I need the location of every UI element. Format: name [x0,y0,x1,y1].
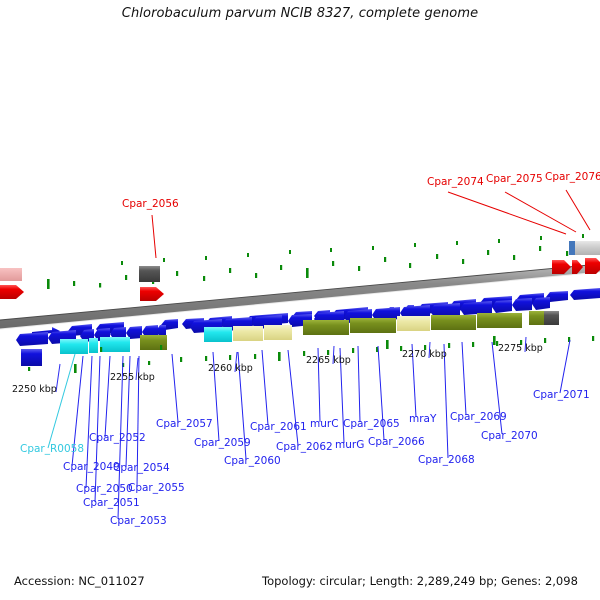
domain-band-olive[interactable] [140,335,167,350]
gene-label-cpar2062[interactable]: Cpar_2062 [276,441,333,453]
ruler-tick-label: 2265 kbp [306,355,351,366]
gene-label-cpar2053[interactable]: Cpar_2053 [110,515,167,527]
feature-red-arrow-2075[interactable] [572,260,583,274]
gene-label-cpar2057[interactable]: Cpar_2057 [156,418,213,430]
feature-red-arrow-2076[interactable] [585,258,600,274]
domain-band-olive[interactable] [431,315,476,330]
chromosome-backbone[interactable] [0,263,600,330]
domain-band-cyan[interactable] [60,339,88,354]
domain-band-olive[interactable] [350,318,396,333]
gene-label-cpar2055[interactable]: Cpar_2055 [128,482,185,494]
ruler-tick-label: 2250 kbp [12,384,57,395]
gene-label-cpar2061[interactable]: Cpar_2061 [250,421,307,433]
domain-band-yellow[interactable] [233,326,263,341]
domain-band-row[interactable] [60,311,559,354]
feature-red-arrow-2056[interactable] [140,287,164,301]
gene-arrow[interactable] [16,332,48,346]
feature-red-arrow-2074[interactable] [552,260,571,274]
gene-label-cpar2060[interactable]: Cpar_2060 [224,455,281,467]
red-label-cpar2075[interactable]: Cpar_2075 [486,173,543,185]
green-tick-row-upper [47,242,591,289]
gene-label-cpar2066[interactable]: Cpar_2066 [368,436,425,448]
accession-text: Accession: NC_011027 [14,574,145,588]
domain-band-olive[interactable] [303,320,349,335]
highlighted-feature-row[interactable] [0,241,600,301]
domain-band-yellow[interactable] [397,316,430,331]
gene-label-murg[interactable]: murG [335,439,364,451]
gene-arrow[interactable] [372,307,400,321]
red-gene-labels[interactable]: Cpar_2056 Cpar_2074 Cpar_2075 Cpar_2076 [122,171,600,210]
ruler-tick-label: 2275 kbp [498,343,543,354]
gene-box-small[interactable] [21,349,42,366]
ruler-tick-label: 2270 kbp [402,349,447,360]
gene-label-cpar2059[interactable]: Cpar_2059 [194,437,251,449]
green-tick-row-top [121,234,584,265]
leader-lines-red [151,189,591,259]
domain-band-olive[interactable] [477,313,522,328]
domain-band-yellow[interactable] [264,325,292,340]
gene-arrow[interactable] [126,326,142,339]
gene-label-cpar2071[interactable]: Cpar_2071 [533,389,590,401]
ruler-tick-label: 2255 kbp [110,372,155,383]
gene-label-cpar2069[interactable]: Cpar_2069 [450,411,507,423]
feature-lightgray-box[interactable] [574,241,600,255]
feature-gray-box[interactable] [139,266,160,282]
gene-label-cpar2049[interactable]: Cpar_2049 [63,461,120,473]
gene-label-cpar2052[interactable]: Cpar_2052 [89,432,146,444]
domain-band-gray[interactable] [544,311,559,325]
gene-arrow[interactable] [110,327,126,340]
red-label-cpar2056[interactable]: Cpar_2056 [122,198,179,210]
gene-arrow[interactable] [142,325,158,338]
gene-name-labels[interactable]: Cpar_R0058 Cpar_2049 Cpar_2050 Cpar_2051… [20,389,590,527]
gene-label-cpar2054[interactable]: Cpar_2054 [113,462,170,474]
gene-arrow[interactable] [532,297,550,310]
gene-label-cpar2068[interactable]: Cpar_2068 [418,454,475,466]
domain-band-cyan[interactable] [100,337,130,352]
gene-arrow[interactable] [400,305,430,319]
status-bar: Accession: NC_011027 Topology: circular;… [0,570,600,600]
feature-blue-tab[interactable] [569,241,575,255]
gene-arrow[interactable] [492,300,512,313]
gene-label-cpar2070[interactable]: Cpar_2070 [481,430,538,442]
domain-band-cyan[interactable] [89,338,98,353]
gene-arrow[interactable] [512,298,532,311]
ruler-tick-lines [55,336,527,393]
gene-label-murc[interactable]: murC [310,418,339,430]
domain-band-cyan[interactable] [204,327,232,342]
topology-text: Topology: circular; Length: 2,289,249 bp… [262,574,578,588]
gene-label-cpar2050[interactable]: Cpar_2050 [76,483,133,495]
ruler-tick-label: 2260 kbp [208,363,253,374]
gene-arrow[interactable] [430,303,460,317]
feature-red-arrow-left-edge[interactable] [0,285,24,299]
feature-pink-box[interactable] [0,268,22,281]
green-tick-row-lower [28,336,595,373]
gene-arrow[interactable] [570,288,600,300]
gene-label-cpar-r0058[interactable]: Cpar_R0058 [20,443,84,455]
gene-label-mray[interactable]: mraY [409,413,437,425]
ruler-tick-labels: 2250 kbp 2255 kbp 2260 kbp 2265 kbp 2270… [12,343,543,395]
page-title: Chlorobaculum parvum NCIB 8327, complete… [121,6,479,21]
red-label-cpar2076[interactable]: Cpar_2076 [545,171,600,183]
gene-arrow[interactable] [546,291,568,302]
gene-arrow[interactable] [460,301,492,315]
leader-lines-blue [71,339,571,520]
gene-label-cpar2065[interactable]: Cpar_2065 [343,418,400,430]
red-label-cpar2074[interactable]: Cpar_2074 [427,176,484,188]
leader-line-rna-cyan [47,353,76,449]
gene-label-cpar2051[interactable]: Cpar_2051 [83,497,140,509]
gene-arrow[interactable] [156,325,166,337]
